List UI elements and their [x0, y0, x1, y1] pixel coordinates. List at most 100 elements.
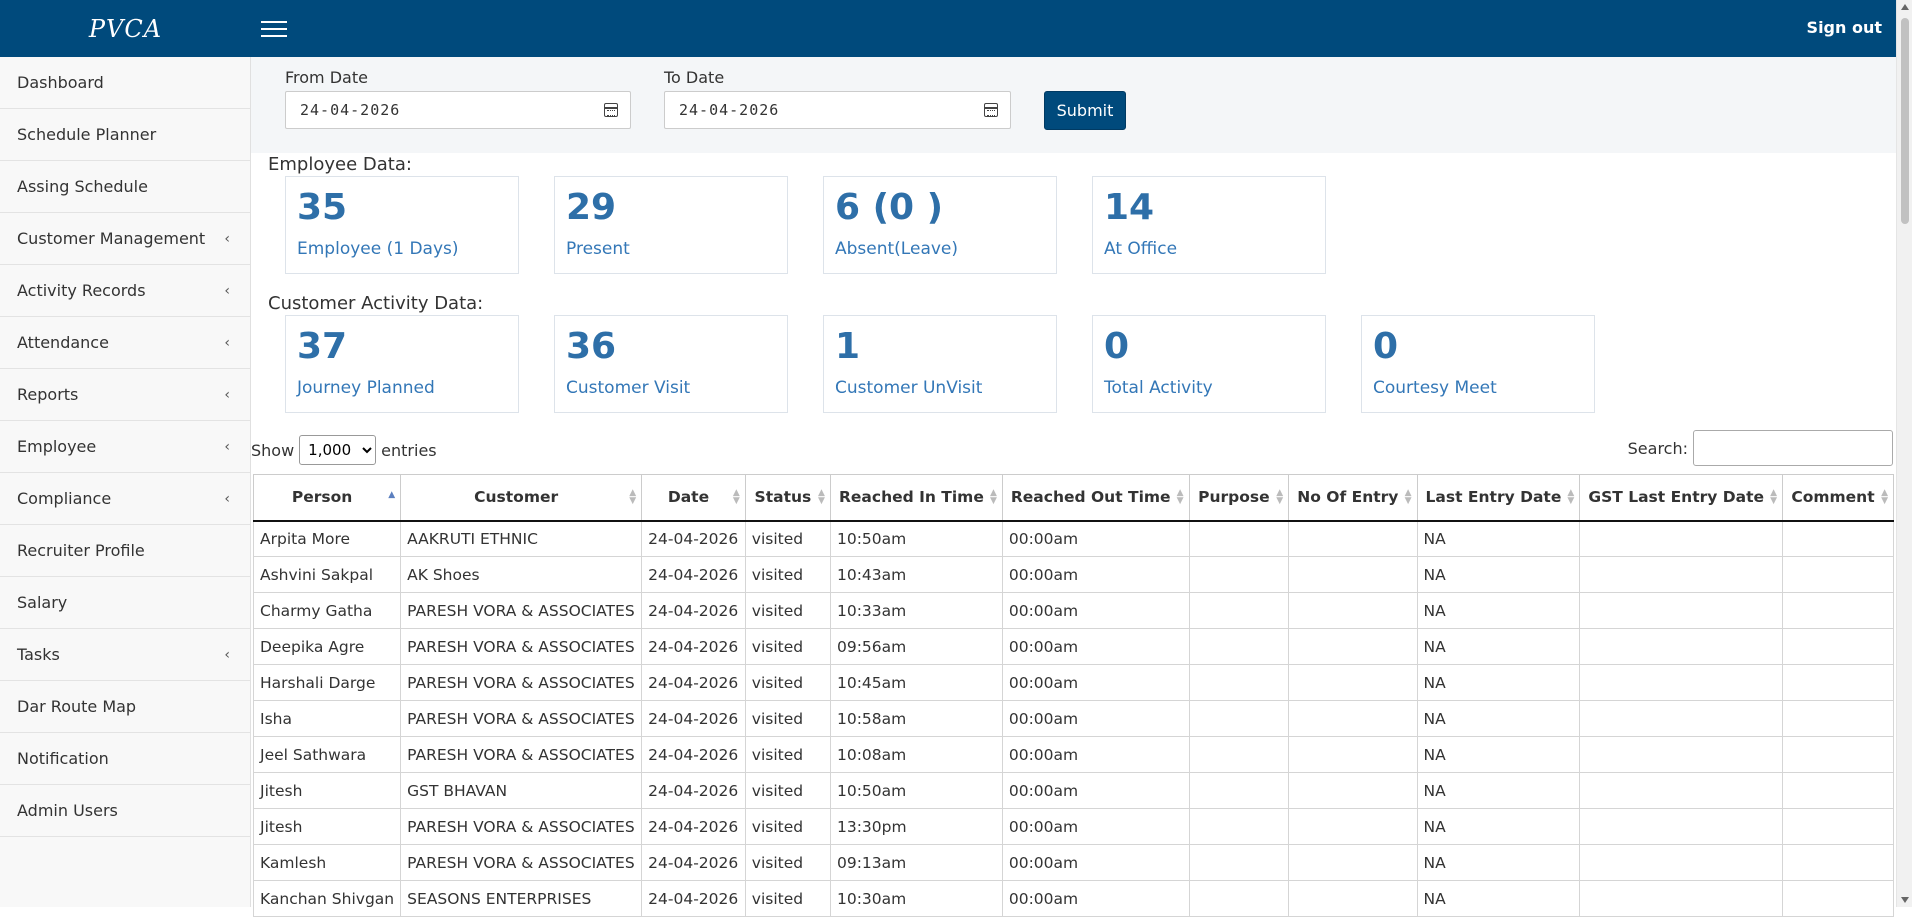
chevron-left-icon[interactable]: ‹ — [224, 283, 230, 299]
sidebar-item-employee[interactable]: Employee ‹ — [0, 421, 250, 473]
sidebar-item-label: Reports — [17, 385, 79, 404]
to-date-input[interactable]: 24-04-2026 — [664, 91, 1011, 129]
column-header-reached-out-time[interactable]: Reached Out Time ▲ ▼ — [1001, 474, 1190, 522]
calendar-icon[interactable] — [984, 103, 998, 117]
sort-icon[interactable]: ▲ ▼ — [818, 488, 825, 506]
cell-comment — [1782, 700, 1894, 737]
scrollbar-thumb[interactable] — [1901, 18, 1909, 224]
stat-card-at-office[interactable]: 14 At Office — [1092, 176, 1326, 274]
table-row[interactable]: Harshali Darge PARESH VORA & ASSOCIATES 24… — [252, 664, 1894, 701]
sidebar-item-recruiter-profile[interactable]: Recruiter Profile — [0, 525, 250, 577]
cell-reached-out-time: 00:00am — [1001, 592, 1190, 629]
stat-card-present[interactable]: 29 Present — [554, 176, 788, 274]
sidebar-item-label: Employee — [17, 437, 97, 456]
cell-comment — [1782, 628, 1894, 665]
sidebar-item-compliance[interactable]: Compliance ‹ — [0, 473, 250, 525]
table-row[interactable]: Ashvini Sakpal AK Shoes 24-04-2026 visited 1… — [252, 556, 1894, 593]
cell-last-entry-date: NA — [1416, 844, 1581, 881]
sidebar-item-salary[interactable]: Salary — [0, 577, 250, 629]
stat-card-employee-1-days[interactable]: 35 Employee (1 Days) — [285, 176, 519, 274]
sort-icon[interactable]: ▲ ▼ — [1881, 488, 1888, 506]
cell-gst-last-entry-date — [1579, 844, 1783, 881]
column-header-status[interactable]: Status ▲ ▼ — [744, 474, 831, 522]
table-row[interactable]: Jitesh PARESH VORA & ASSOCIATES 24-04-2026… — [252, 808, 1894, 845]
calendar-icon[interactable] — [604, 103, 618, 117]
sidebar-item-customer-management[interactable]: Customer Management ‹ — [0, 213, 250, 265]
table-row[interactable]: Kanchan Shivgan SEASONS ENTERPRISES 24-04-… — [252, 880, 1894, 917]
table-row[interactable]: Isha PARESH VORA & ASSOCIATES 24-04-2026 vi… — [252, 700, 1894, 737]
submit-button[interactable]: Submit — [1044, 91, 1126, 130]
sort-icon[interactable]: ▲ ▼ — [1770, 488, 1777, 506]
scroll-up-icon[interactable] — [1901, 4, 1909, 10]
sort-icon[interactable]: ▲ ▼ — [1276, 488, 1284, 506]
column-header-gst-last-entry-date[interactable]: GST Last Entry Date ▲ ▼ — [1579, 474, 1783, 522]
sidebar-item-assing-schedule[interactable]: Assing Schedule — [0, 161, 250, 213]
stat-card-total-activity[interactable]: 0 Total Activity — [1092, 315, 1326, 413]
stat-label: Present — [566, 239, 630, 259]
entries-select[interactable]: 1,000 — [299, 435, 377, 465]
sort-icon[interactable]: ▲ ▼ — [989, 488, 997, 506]
stat-card-courtesy-meet[interactable]: 0 Courtesy Meet — [1361, 315, 1595, 413]
column-header-purpose[interactable]: Purpose ▲ ▼ — [1188, 474, 1290, 522]
cell-reached-in-time: 10:08am — [829, 736, 1003, 773]
column-header-customer[interactable]: Customer ▲ ▼ — [400, 474, 643, 522]
to-date-label: To Date — [664, 68, 725, 87]
sort-icon[interactable]: ▲ ▼ — [732, 488, 740, 506]
table-row[interactable]: Kamlesh PARESH VORA & ASSOCIATES 24-04-202… — [252, 844, 1894, 881]
cell-no-of-entry — [1288, 700, 1418, 737]
stat-card-absent-leave[interactable]: 6 (0 ) Absent(Leave) — [823, 176, 1057, 274]
table-row[interactable]: Jeel Sathwara PARESH VORA & ASSOCIATES 24-… — [252, 736, 1894, 773]
column-header-date[interactable]: Date ▲ ▼ — [641, 474, 746, 522]
sort-icon[interactable]: ▲ ▼ — [1176, 488, 1184, 506]
sidebar-item-admin-users[interactable]: Admin Users — [0, 785, 250, 837]
sidebar-item-schedule-planner[interactable]: Schedule Planner — [0, 109, 250, 161]
cell-customer: SEASONS ENTERPRISES — [400, 880, 643, 917]
stat-card-customer-unvisit[interactable]: 1 Customer UnVisit — [823, 315, 1057, 413]
sidebar-item-dar-route-map[interactable]: Dar Route Map — [0, 681, 250, 733]
sign-out-link[interactable]: Sign out — [1806, 18, 1882, 37]
table-row[interactable]: Charmy Gatha PARESH VORA & ASSOCIATES 24-0… — [252, 592, 1894, 629]
stat-card-customer-visit[interactable]: 36 Customer Visit — [554, 315, 788, 413]
cell-last-entry-date: NA — [1416, 628, 1581, 665]
chevron-left-icon[interactable]: ‹ — [224, 231, 230, 247]
column-header-no-of-entry[interactable]: No Of Entry ▲ ▼ — [1288, 474, 1418, 522]
scroll-down-icon[interactable] — [1901, 897, 1909, 903]
stat-card-journey-planned[interactable]: 37 Journey Planned — [285, 315, 519, 413]
cell-person: Jitesh — [252, 808, 402, 845]
chevron-left-icon[interactable]: ‹ — [224, 439, 230, 455]
column-header-comment[interactable]: Comment ▲ ▼ — [1782, 474, 1894, 522]
sidebar-item-reports[interactable]: Reports ‹ — [0, 369, 250, 421]
sidebar-item-notification[interactable]: Notification — [0, 733, 250, 785]
table-row[interactable]: Jitesh GST BHAVAN 24-04-2026 visited 10:50am… — [252, 772, 1894, 809]
cell-date: 24-04-2026 — [641, 628, 746, 665]
table-row[interactable]: Arpita More AAKRUTI ETHNIC 24-04-2026 visit… — [252, 520, 1894, 557]
from-date-input[interactable]: 24-04-2026 — [285, 91, 631, 129]
column-header-last-entry-date[interactable]: Last Entry Date ▲ ▼ — [1416, 474, 1581, 522]
chevron-left-icon[interactable]: ‹ — [224, 387, 230, 403]
stat-value: 29 — [566, 187, 617, 228]
hamburger-icon[interactable] — [261, 17, 289, 39]
cell-comment — [1782, 520, 1894, 557]
sidebar-item-activity-records[interactable]: Activity Records ‹ — [0, 265, 250, 317]
cell-customer: PARESH VORA & ASSOCIATES — [400, 664, 643, 701]
sort-icon[interactable]: ▲ ▼ — [629, 488, 637, 506]
sidebar-item-tasks[interactable]: Tasks ‹ — [0, 629, 250, 681]
sort-icon[interactable]: ▲ ▼ — [1404, 488, 1412, 506]
column-header-person[interactable]: Person ▲ — [252, 474, 402, 522]
sidebar-item-dashboard[interactable]: Dashboard — [0, 57, 250, 109]
sort-icon[interactable]: ▲ — [388, 490, 396, 500]
chevron-left-icon[interactable]: ‹ — [224, 647, 230, 663]
page-scrollbar[interactable] — [1896, 0, 1912, 907]
brand-logo[interactable]: PVCA — [88, 14, 163, 43]
chevron-left-icon[interactable]: ‹ — [224, 491, 230, 507]
cell-gst-last-entry-date — [1579, 520, 1783, 557]
cell-purpose — [1188, 880, 1290, 917]
column-header-reached-in-time[interactable]: Reached In Time ▲ ▼ — [829, 474, 1003, 522]
table-row[interactable]: Deepika Agre PARESH VORA & ASSOCIATES 24-0… — [252, 628, 1894, 665]
sidebar-item-attendance[interactable]: Attendance ‹ — [0, 317, 250, 369]
cell-gst-last-entry-date — [1579, 664, 1783, 701]
cell-reached-out-time: 00:00am — [1001, 664, 1190, 701]
search-input[interactable] — [1693, 430, 1893, 466]
sort-icon[interactable]: ▲ ▼ — [1567, 488, 1575, 506]
chevron-left-icon[interactable]: ‹ — [224, 335, 230, 351]
